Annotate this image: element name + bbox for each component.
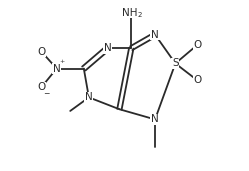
Text: N: N [85, 92, 93, 102]
Text: O: O [193, 75, 201, 85]
Text: O: O [193, 40, 201, 50]
Text: +: + [59, 59, 64, 64]
Text: N: N [151, 114, 159, 124]
Text: O: O [37, 47, 46, 57]
Text: O: O [37, 82, 46, 92]
Text: 2: 2 [137, 12, 142, 18]
Text: −: − [44, 89, 50, 98]
Text: N: N [104, 43, 111, 53]
Text: N: N [53, 64, 61, 74]
Text: S: S [172, 58, 179, 68]
Text: NH: NH [122, 8, 137, 18]
Text: N: N [151, 30, 159, 40]
